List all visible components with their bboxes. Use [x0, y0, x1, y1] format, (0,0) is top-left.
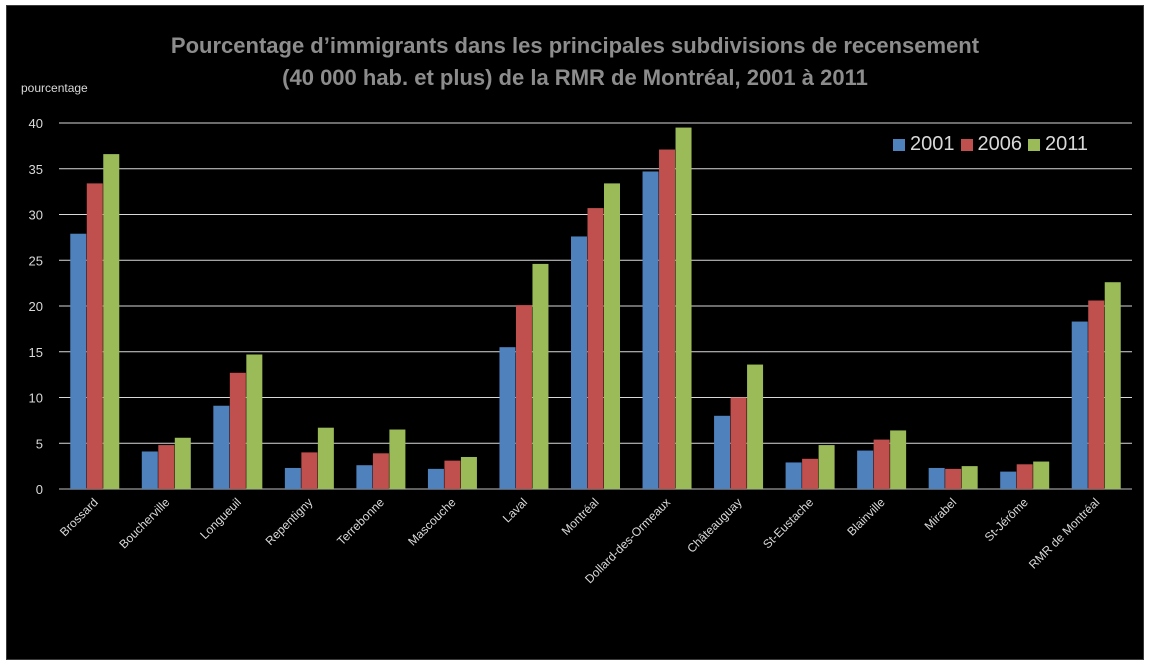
bar-2001-8: [642, 171, 659, 489]
x-tick-label: St-Eustache: [760, 495, 816, 551]
y-tick-label: 25: [29, 253, 43, 268]
bar-2011-7: [604, 183, 620, 489]
bar-2006-1: [158, 445, 175, 489]
bar-2011-14: [1104, 282, 1121, 489]
bar-2001-4: [356, 465, 373, 489]
bar-2011-0: [103, 154, 120, 490]
x-tick-label: Mirabel: [922, 495, 960, 533]
y-tick-label: 35: [29, 162, 43, 177]
bar-2001-5: [427, 468, 444, 489]
legend-swatch: [1028, 138, 1040, 151]
legend-swatch: [893, 138, 905, 151]
bar-2001-14: [1071, 321, 1088, 489]
bar-2001-11: [857, 450, 874, 489]
x-tick-label: Châteauguay: [684, 495, 744, 555]
bar-2011-3: [317, 427, 334, 489]
x-tick-label: RMR de Montréal: [1026, 495, 1102, 571]
legend-item-2006: 2006: [960, 133, 1023, 156]
x-tick-label: Longueuil: [197, 495, 244, 542]
legend-label: 2011: [1045, 133, 1089, 155]
y-tick-label: 10: [29, 391, 43, 406]
x-tick-label: Brossard: [57, 495, 101, 539]
legend-label: 2001: [910, 133, 955, 155]
bar-2006-14: [1088, 300, 1105, 489]
y-tick-label: 20: [29, 299, 43, 314]
y-tick-label: 15: [29, 345, 43, 360]
bar-2006-6: [515, 305, 532, 489]
bar-2006-9: [730, 397, 747, 489]
y-tick-label: 5: [36, 436, 43, 451]
bar-2011-9: [747, 364, 764, 489]
x-tick-label: Mascouche: [405, 495, 459, 549]
bar-2006-11: [873, 439, 890, 489]
bar-2006-5: [444, 460, 461, 489]
legend-swatch: [960, 138, 973, 151]
bar-2011-2: [246, 354, 263, 489]
x-tick-label: Laval: [500, 495, 530, 525]
bar-2001-6: [499, 347, 516, 489]
bar-2006-10: [802, 458, 819, 489]
bar-2001-0: [70, 233, 87, 489]
x-tick-label: St-Jérôme: [982, 495, 1031, 544]
legend-item-2001: 2001: [893, 133, 955, 156]
bar-2006-7: [587, 208, 604, 489]
bar-2011-13: [1033, 461, 1050, 489]
legend-label: 2006: [977, 133, 1023, 155]
bar-2001-1: [141, 451, 158, 489]
y-tick-label: 0: [36, 482, 43, 497]
y-tick-label: 40: [29, 116, 43, 131]
x-tick-label: Montréal: [559, 495, 602, 538]
bar-2011-5: [460, 456, 477, 489]
bar-2001-13: [1000, 471, 1017, 489]
bar-2011-4: [389, 429, 406, 489]
x-tick-label: Blainville: [844, 495, 888, 539]
chart-title-line-1: Pourcentage d’immigrants dans les princi…: [170, 33, 980, 58]
legend: 2001 2006 2011: [893, 133, 1094, 156]
bar-2006-0: [86, 183, 103, 489]
bar-2006-3: [301, 452, 318, 489]
chart-title-line-2: (40 000 hab. et plus) de la RMR de Montr…: [282, 65, 868, 90]
y-axis-label: pourcentage: [21, 81, 88, 95]
bar-2006-8: [659, 149, 676, 489]
bar-2011-10: [818, 445, 835, 489]
bar-2006-2: [229, 372, 246, 489]
bar-2006-12: [945, 468, 962, 489]
chart-title: Pourcentage d’immigrants dans les princi…: [0, 30, 1150, 94]
y-tick-label: 30: [29, 208, 43, 223]
bar-2001-7: [571, 236, 587, 489]
bar-2011-1: [174, 437, 191, 489]
bar-2001-10: [785, 462, 802, 489]
bar-2006-13: [1016, 464, 1033, 489]
legend-item-2011: 2011: [1028, 133, 1088, 156]
x-tick-label: Terrebonne: [334, 495, 387, 548]
x-tick-label: Repentigny: [263, 495, 316, 548]
bar-2011-12: [961, 466, 978, 489]
bar-2011-6: [532, 263, 549, 489]
bar-2001-9: [714, 415, 731, 489]
bar-2006-4: [372, 453, 389, 489]
bar-2001-3: [284, 467, 301, 489]
bar-2001-2: [213, 405, 230, 489]
bar-2011-11: [890, 430, 907, 489]
bar-2001-12: [928, 467, 945, 489]
x-tick-label: Boucherville: [116, 495, 172, 551]
bar-2011-8: [675, 127, 692, 489]
